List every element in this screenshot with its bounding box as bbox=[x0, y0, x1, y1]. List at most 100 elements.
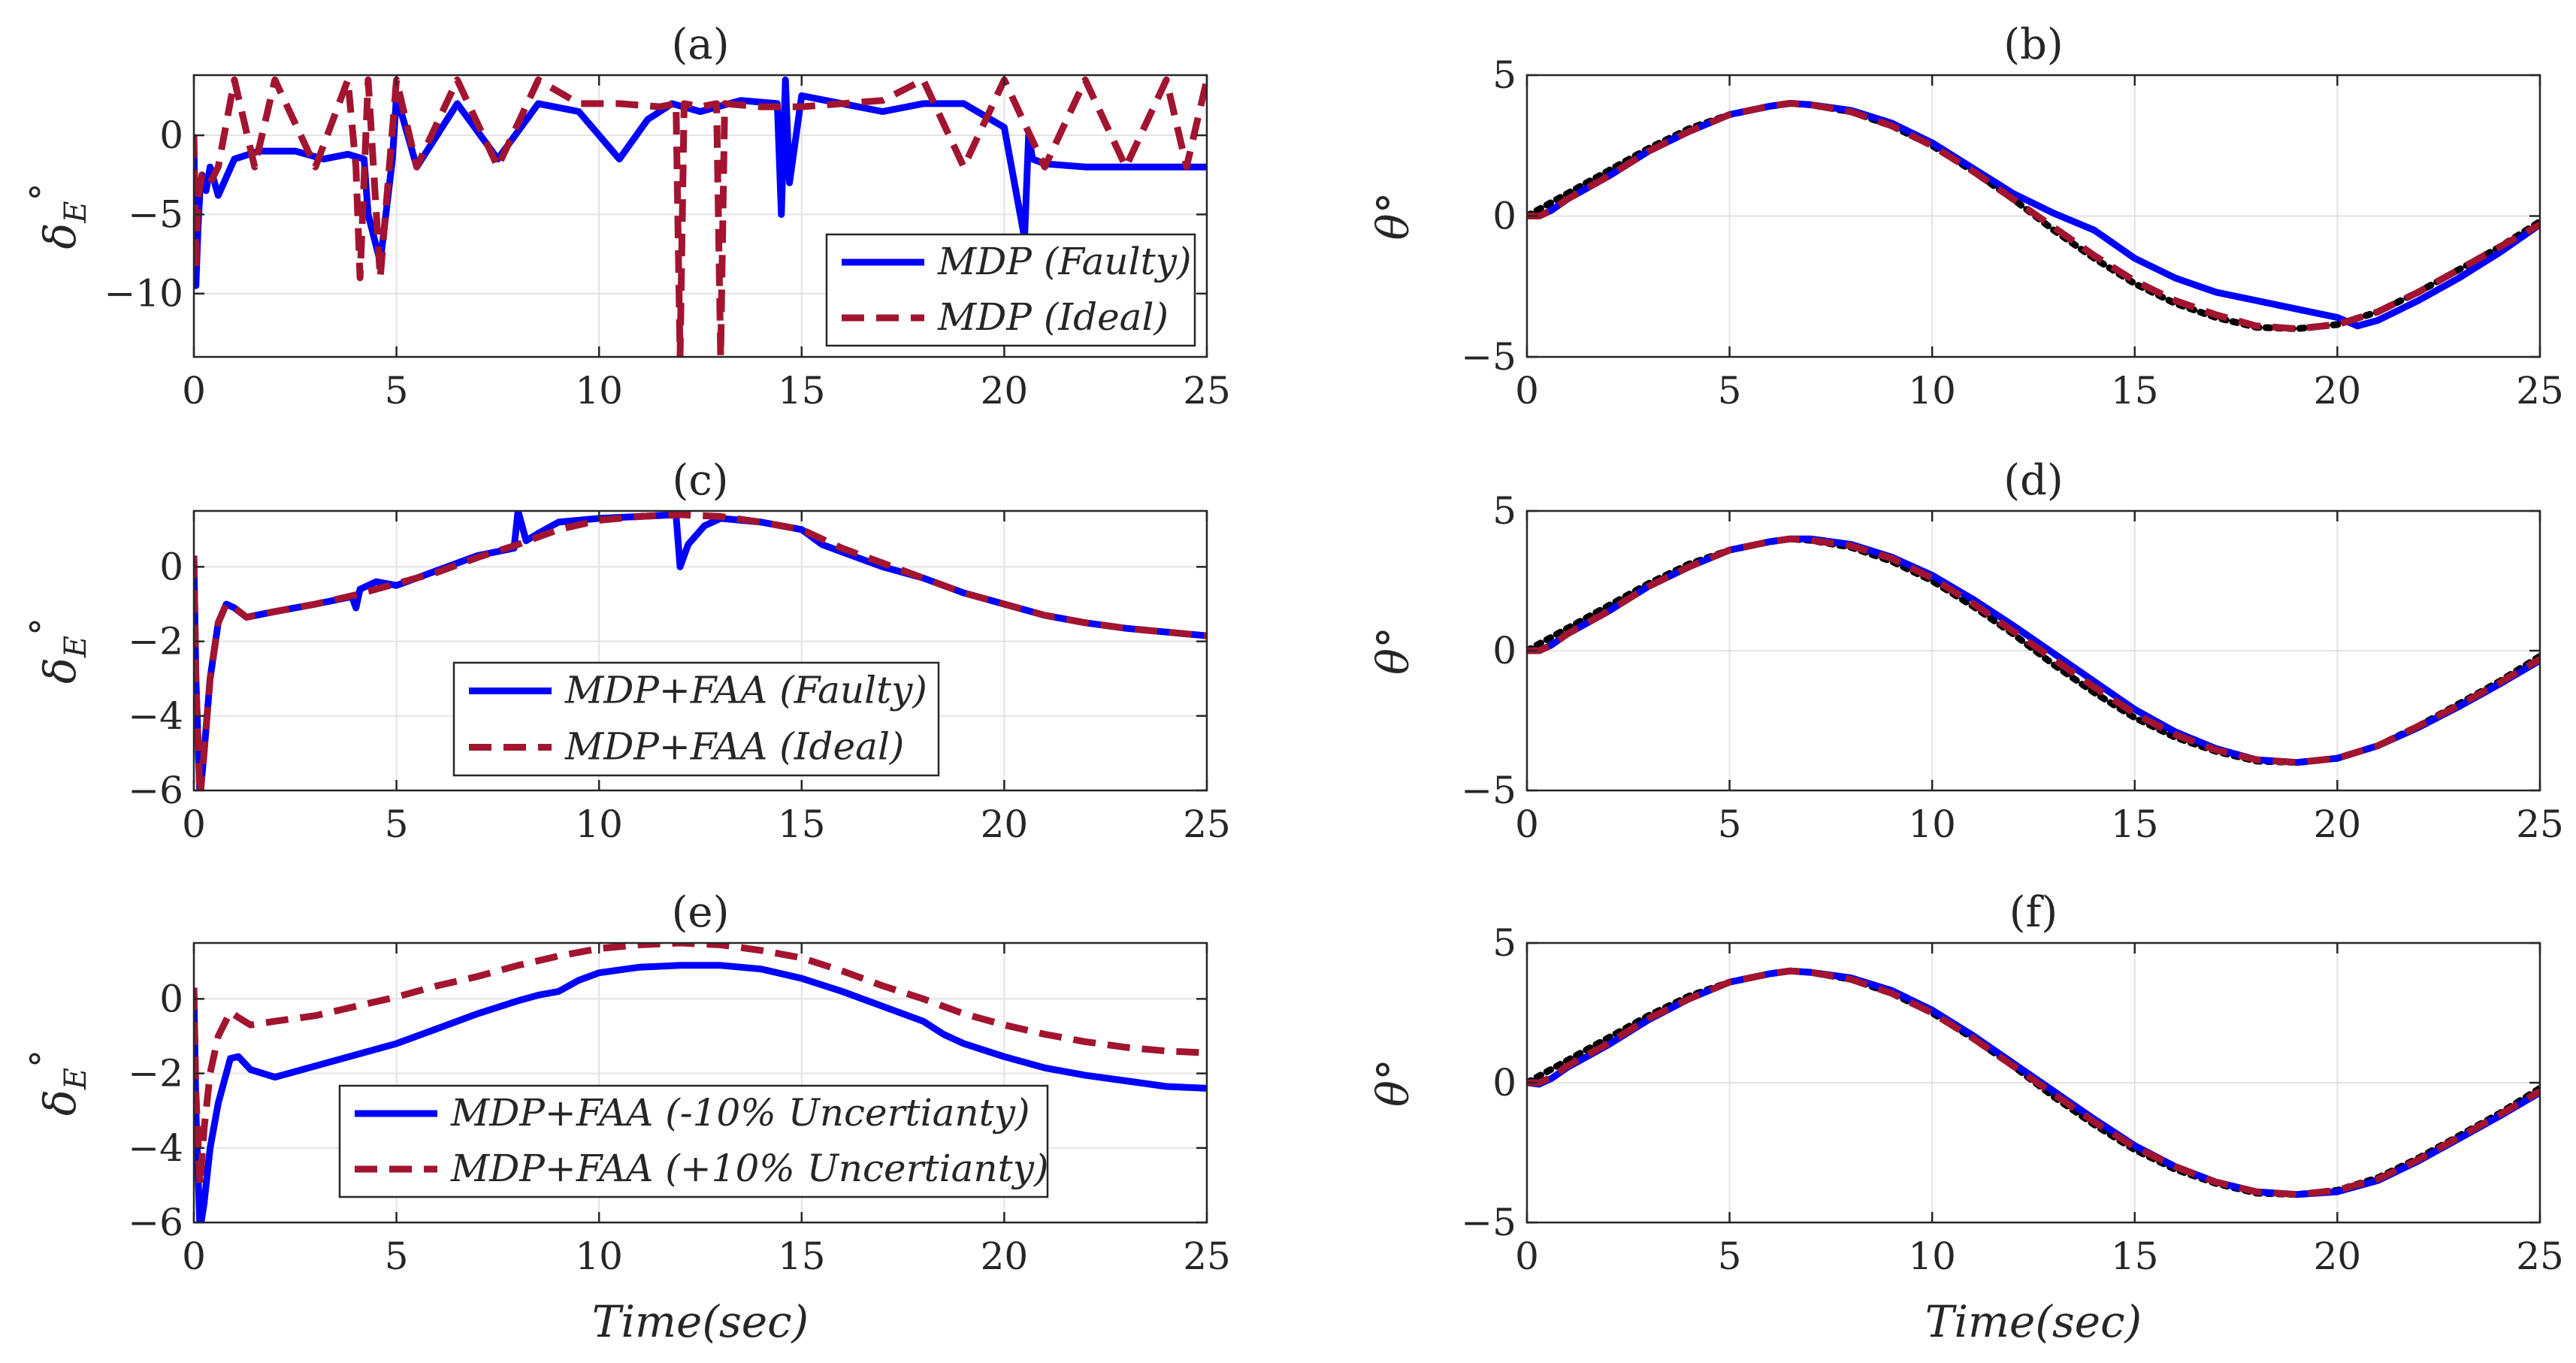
x-tick-label: 20 bbox=[981, 802, 1029, 846]
legend-box bbox=[452, 661, 940, 777]
subplot-title: (b) bbox=[2003, 20, 2064, 69]
x-axis-label: Time(sec) bbox=[1925, 1296, 2142, 1347]
x-tick-label: 25 bbox=[2516, 802, 2564, 846]
x-axis-label: Time(sec) bbox=[592, 1296, 809, 1347]
y-tick-label: −2 bbox=[128, 620, 183, 663]
y-tick-label: 5 bbox=[1492, 53, 1516, 97]
x-tick-label: 15 bbox=[778, 802, 826, 846]
y-tick-label: −10 bbox=[104, 272, 183, 316]
x-tick-label: 5 bbox=[1718, 802, 1742, 846]
legend-label: MDP+FAA (-10% Uncertianty) bbox=[450, 1091, 1029, 1135]
x-tick-label: 0 bbox=[182, 802, 206, 846]
y-tick-label: −2 bbox=[128, 1052, 183, 1096]
legend-label: MDP (Ideal) bbox=[937, 295, 1169, 339]
subplot-title: (a) bbox=[671, 20, 729, 69]
x-tick-label: 20 bbox=[981, 1235, 1029, 1278]
series-line-2 bbox=[194, 76, 1207, 357]
subplot-a: 0 5 10 15 20 25 −10 −5 0 (a) δE° MDP (Faulty) MDP (I… bbox=[23, 20, 1231, 413]
x-tick-label: 15 bbox=[778, 1235, 826, 1278]
y-axis-label-degree: ° bbox=[23, 183, 65, 201]
x-tick-label: 5 bbox=[385, 1235, 409, 1278]
legend-label: MDP (Faulty) bbox=[937, 240, 1191, 283]
y-tick-label: 5 bbox=[1492, 921, 1516, 965]
x-tick-label: 25 bbox=[1183, 1235, 1231, 1278]
series-line-3 bbox=[1527, 100, 2540, 332]
x-tick-label: 10 bbox=[575, 1235, 623, 1278]
x-tick-label: 20 bbox=[2314, 802, 2362, 846]
y-tick-label: 0 bbox=[159, 113, 183, 157]
x-tick-label: 25 bbox=[2516, 369, 2564, 413]
x-tick-label: 10 bbox=[575, 802, 623, 846]
y-axis-label-main: δ bbox=[35, 1089, 86, 1116]
subplot-c: 0 5 10 15 20 25 −6 −4 −2 0 (c) δE° MDP+FAA (Faulty)M… bbox=[23, 456, 1231, 846]
series-line-1 bbox=[194, 76, 1207, 289]
y-tick-label: −5 bbox=[128, 192, 183, 236]
subplot-title: (c) bbox=[672, 456, 728, 505]
y-tick-label: 5 bbox=[1492, 489, 1516, 533]
y-tick-label: −5 bbox=[1461, 335, 1516, 379]
y-axis-label: δE° bbox=[23, 618, 93, 684]
y-axis-label: θ° bbox=[1368, 627, 1419, 675]
y-tick-label: −6 bbox=[128, 769, 183, 812]
y-tick-label: −4 bbox=[128, 1126, 183, 1170]
legend: MDP (Faulty) MDP (Ideal) bbox=[825, 233, 1196, 347]
subplot-e: 0 5 10 15 20 25 −6 −4 −2 0 (e) δE° Time(sec) MDP+FAA … bbox=[23, 888, 1231, 1347]
axes-box bbox=[192, 509, 1208, 792]
y-tick-label: 0 bbox=[1492, 1061, 1516, 1105]
series-line-3 bbox=[1527, 967, 2540, 1198]
x-tick-label: 10 bbox=[1908, 1235, 1956, 1278]
x-tick-label: 15 bbox=[2111, 369, 2159, 413]
x-tick-label: 15 bbox=[778, 369, 826, 413]
y-tick-label: 0 bbox=[1492, 629, 1516, 672]
subplot-f: 0 5 10 15 20 25−505(f)θ°Time(sec) bbox=[1368, 888, 2564, 1347]
y-tick-label: −4 bbox=[128, 694, 183, 738]
series-line-1 bbox=[194, 511, 1207, 790]
y-axis-label: θ° bbox=[1368, 192, 1419, 240]
x-tick-label: 25 bbox=[1183, 802, 1231, 846]
y-axis-label-main: δ bbox=[35, 657, 86, 684]
legend: MDP+FAA (Faulty) MDP+FAA (Ideal) bbox=[452, 661, 940, 777]
series-line-2 bbox=[194, 511, 1207, 790]
x-tick-label: 0 bbox=[1515, 369, 1539, 413]
x-tick-label: 0 bbox=[182, 1235, 206, 1278]
subplot-title: (d) bbox=[2003, 456, 2064, 505]
x-tick-label: 0 bbox=[182, 369, 206, 413]
y-axis-label: δE° bbox=[23, 1050, 93, 1116]
subplot-title: (f) bbox=[2009, 888, 2057, 937]
x-tick-label: 25 bbox=[2516, 1235, 2564, 1278]
series-line-1 bbox=[194, 962, 1207, 1222]
axes-box bbox=[192, 941, 1208, 1224]
series-group bbox=[1527, 100, 2540, 332]
x-tick-label: 20 bbox=[2314, 1235, 2362, 1278]
x-tick-label: 0 bbox=[1515, 1235, 1539, 1278]
y-axis-label-subscript: E bbox=[59, 201, 93, 223]
series-group bbox=[1527, 535, 2540, 766]
x-tick-label: 5 bbox=[385, 802, 409, 846]
x-tick-label: 10 bbox=[1908, 802, 1956, 846]
y-axis-label-degree: ° bbox=[23, 618, 65, 636]
series-group bbox=[1527, 967, 2540, 1198]
y-axis-label-degree: ° bbox=[23, 1050, 65, 1068]
y-axis-label-subscript: E bbox=[59, 1068, 93, 1090]
subplot-d: 0 5 10 15 20 25−505(d)θ° bbox=[1368, 456, 2564, 846]
x-tick-label: 25 bbox=[1183, 369, 1231, 413]
legend-label: MDP+FAA (Ideal) bbox=[564, 725, 904, 769]
y-tick-label: −5 bbox=[1461, 1201, 1516, 1244]
x-tick-label: 20 bbox=[981, 369, 1029, 413]
subplot-title: (e) bbox=[672, 888, 730, 937]
x-tick-label: 15 bbox=[2111, 1235, 2159, 1278]
legend-box bbox=[825, 233, 1196, 347]
x-tick-label: 15 bbox=[2111, 802, 2159, 846]
series-group bbox=[194, 76, 1207, 357]
x-tick-label: 20 bbox=[2314, 369, 2362, 413]
subplot-b: 0 5 10 15 20 25−505(b)θ° bbox=[1368, 20, 2564, 413]
y-tick-label: 0 bbox=[159, 545, 183, 588]
x-tick-label: 5 bbox=[1718, 369, 1742, 413]
legend-label: MDP+FAA (+10% Uncertianty) bbox=[450, 1147, 1048, 1190]
series-group bbox=[194, 511, 1207, 790]
legend: MDP+FAA (-10% Uncertianty) MDP+FAA (+10% … bbox=[338, 1084, 1048, 1198]
y-tick-label: 0 bbox=[1492, 195, 1516, 238]
y-axis-label: θ° bbox=[1368, 1059, 1419, 1107]
y-tick-label: −5 bbox=[1461, 769, 1516, 812]
